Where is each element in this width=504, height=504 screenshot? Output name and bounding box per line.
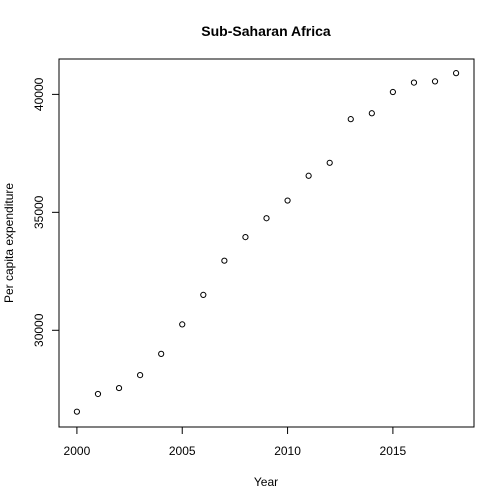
data-points xyxy=(73,70,460,415)
data-point xyxy=(242,234,249,241)
data-point xyxy=(389,88,396,96)
data-point xyxy=(452,70,460,77)
chart-title: Sub-Saharan Africa xyxy=(201,23,331,39)
data-point xyxy=(200,291,207,298)
data-point xyxy=(158,350,165,357)
y-axis: 30000 35000 40000 xyxy=(32,77,60,347)
x-tick-label: 2005 xyxy=(169,444,196,458)
x-tick-label: 2015 xyxy=(380,444,407,458)
data-point xyxy=(284,197,291,204)
y-tick-label: 30000 xyxy=(32,313,46,347)
data-point xyxy=(305,172,312,179)
x-tick-label: 2000 xyxy=(64,444,91,458)
data-point xyxy=(431,78,439,85)
y-axis-label: Per capita expenditure xyxy=(2,183,16,303)
data-point xyxy=(347,116,354,123)
data-point xyxy=(263,215,270,222)
data-point xyxy=(179,321,186,328)
y-tick-label: 35000 xyxy=(32,195,46,229)
data-point xyxy=(115,384,123,392)
y-tick-label: 40000 xyxy=(32,77,46,111)
data-point xyxy=(368,110,375,117)
data-point xyxy=(410,79,418,86)
plot-frame xyxy=(58,58,475,428)
data-point xyxy=(221,257,228,264)
data-point xyxy=(137,372,144,379)
x-tick-label: 2010 xyxy=(274,444,301,458)
data-point xyxy=(73,408,81,415)
x-axis-label: Year xyxy=(254,475,278,489)
data-point xyxy=(94,390,102,398)
x-axis: 2000 2005 2010 2015 xyxy=(64,426,407,458)
data-point xyxy=(326,159,333,166)
